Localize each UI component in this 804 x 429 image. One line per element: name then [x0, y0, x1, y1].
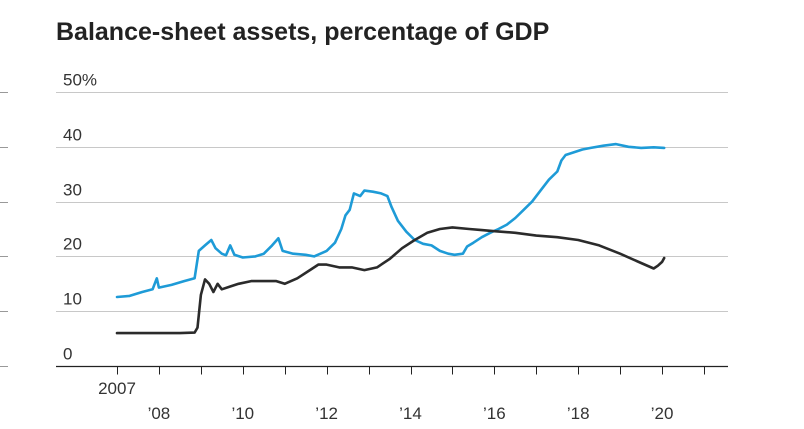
- series-lines: [115, 142, 666, 335]
- y-tick-label: 50%: [63, 71, 97, 90]
- y-tick-label: 0: [63, 345, 72, 364]
- y-axis-tick-labels: 0 10 20 30 40 50%: [63, 71, 97, 364]
- y-tick-label: 20: [63, 235, 82, 254]
- series-line-1: [115, 142, 666, 299]
- y-tick-label: 10: [63, 290, 82, 309]
- x-tick-label: ’14: [399, 404, 422, 423]
- x-tick-label: ’12: [315, 404, 338, 423]
- series-line-2: [115, 226, 666, 335]
- y-tick-label: 40: [63, 126, 82, 145]
- x-tick-label: ’20: [651, 404, 674, 423]
- x-tick-label: ’10: [231, 404, 254, 423]
- x-tick-label: 2007: [98, 379, 136, 398]
- chart-title: Balance-sheet assets, percentage of GDP: [56, 18, 550, 46]
- y-tick-label: 30: [63, 181, 82, 200]
- x-axis-tick-labels: 2007 ’08 ’10 ’12 ’14 ’16 ’18 ’20: [98, 379, 673, 423]
- x-tick-label: ’18: [567, 404, 590, 423]
- x-axis: [56, 365, 728, 375]
- edge-tick-marks: [0, 92, 8, 367]
- x-tick-label: ’16: [483, 404, 506, 423]
- x-tick-label: ’08: [148, 404, 171, 423]
